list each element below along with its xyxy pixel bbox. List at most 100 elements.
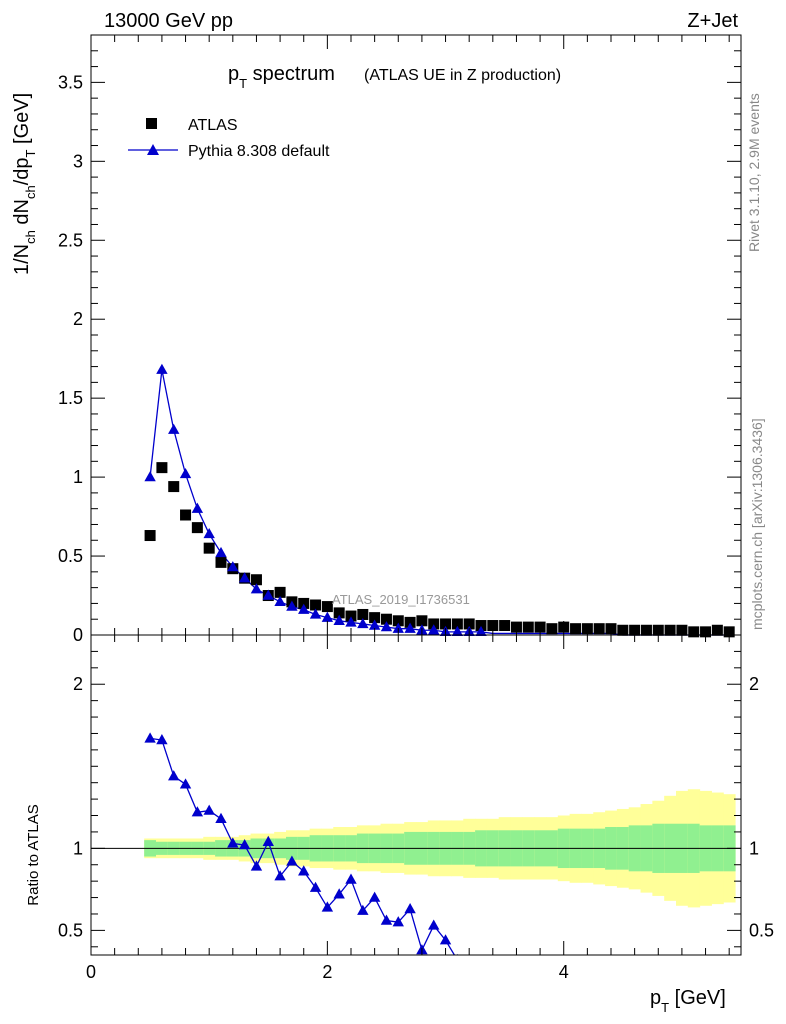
pythia-data-point: [368, 619, 381, 630]
top-y-tick-label: 0.5: [58, 546, 83, 566]
atlas-data-point: [416, 615, 428, 627]
ratio-y-tick-label-right: 2: [749, 674, 759, 694]
ratio-panel-frame: [90, 634, 742, 956]
ratio-pythia-point: [298, 865, 310, 876]
pythia-data-point: [262, 589, 274, 600]
chart-subtitle: (ATLAS UE in Z production): [364, 67, 561, 84]
ratio-series-group: [144, 732, 458, 955]
top-y-tick-label: 1: [73, 467, 83, 487]
atlas-data-point: [392, 615, 404, 627]
pythia-data-point: [404, 622, 416, 633]
ratio-pythia-point: [250, 860, 263, 871]
title-word: spectrum: [247, 63, 335, 85]
atlas-data-point: [664, 624, 676, 636]
ratio-pythia-point: [156, 734, 168, 745]
pythia-data-point: [321, 611, 334, 622]
atlas-data-point: [156, 462, 168, 474]
atlas-data-point: [321, 601, 333, 613]
atlas-data-point: [440, 618, 452, 630]
atlas-data-point: [534, 621, 546, 633]
atlas-data-point: [298, 597, 310, 609]
atlas-data-point: [522, 621, 534, 633]
ratio-pythia-point: [368, 891, 381, 902]
atlas-data-point: [357, 608, 369, 620]
top-y-tick-label: 2.5: [58, 230, 83, 250]
atlas-data-point: [570, 623, 582, 635]
ratio-pythia-point: [274, 870, 286, 881]
atlas-data-point: [144, 530, 156, 542]
atlas-data-point: [510, 621, 522, 633]
xlabel: pT [GeV]: [650, 987, 726, 1015]
atlas-data-point: [640, 624, 652, 636]
ratio-pythia-point: [215, 812, 227, 823]
ratio-clipped-group: [144, 732, 458, 955]
ratio-pythia-point: [168, 770, 180, 781]
ratio-pythia-point: [321, 901, 334, 912]
pythia-data-point: [238, 572, 251, 583]
atlas-data-point: [203, 542, 215, 554]
atlas-data-point: [345, 610, 357, 622]
x-tick-label: 0: [86, 962, 96, 982]
atlas-data-point: [546, 623, 558, 635]
pythia-data-point: [203, 527, 215, 539]
legend-atlas-label: ATLAS: [188, 117, 238, 134]
top-y-tick-label: 2: [73, 309, 83, 329]
pythia-data-point: [357, 617, 369, 629]
atlas-data-point: [487, 620, 499, 632]
ratio-pythia-point: [262, 835, 274, 846]
pythia-data-point: [250, 583, 263, 594]
ratio-pythia-point: [439, 934, 452, 945]
pythia-data-point: [274, 595, 286, 607]
ratio-ylabel: Ratio to ATLAS: [25, 804, 42, 905]
pythia-data-point: [227, 561, 239, 572]
ratio-y-tick-label-left: 0.5: [58, 920, 83, 940]
pythia-data-point: [168, 423, 180, 434]
atlas-data-point: [499, 620, 511, 632]
title-main: p: [228, 63, 239, 85]
atlas-data-point: [463, 618, 475, 630]
ratio-pythia-point: [179, 778, 192, 789]
ratio-pythia-point: [309, 881, 322, 892]
pythia-data-point: [451, 625, 464, 637]
top-y-tick-label: 1.5: [58, 388, 83, 408]
analysis-watermark: ATLAS_2019_I1736531: [332, 592, 470, 607]
atlas-data-point: [168, 481, 180, 493]
atlas-data-point: [215, 556, 227, 568]
pythia-data-point: [309, 608, 322, 619]
tick-labels: 0 2 4 0 0.5 1 1.5 2 2.5 3 3.5 0.5 0.5 1 1 2 2: [58, 72, 774, 982]
ratio-pythia-point: [238, 839, 251, 850]
pythia-data-point: [345, 616, 357, 627]
ratio-pythia-point: [428, 919, 440, 930]
mcplots-label: mcplots.cern.ch [arXiv:1306.3436]: [749, 418, 765, 630]
ratio-y-tick-label-left: 2: [73, 674, 83, 694]
pythia-data-point: [392, 622, 404, 633]
ratio-y-tick-label-right: 1: [749, 838, 759, 858]
legend-pythia-marker: [147, 144, 159, 155]
pythia-data-point: [215, 546, 227, 558]
x-tick-label: 4: [559, 962, 569, 982]
atlas-data-point: [369, 612, 381, 624]
pythia-data-point: [475, 625, 487, 637]
atlas-data-point: [250, 574, 262, 586]
pythia-data-point: [333, 614, 345, 625]
ratio-y-tick-label-right: 0.5: [749, 920, 774, 940]
ratio-pythia-point: [191, 806, 204, 817]
atlas-data-point: [428, 618, 440, 630]
top-markers-group: [144, 363, 735, 638]
top-ylabel: 1/Nch dNch/dpT [GeV]: [11, 93, 38, 275]
ratio-pythia-point: [227, 837, 239, 848]
ratio-pythia-point: [345, 873, 357, 884]
atlas-data-point: [711, 624, 723, 636]
legend-atlas-marker: [146, 118, 157, 129]
atlas-data-point: [191, 522, 203, 534]
pythia-data-point: [179, 467, 192, 479]
ratio-pythia-point: [144, 732, 156, 743]
process-label: Z+Jet: [687, 10, 738, 32]
pythia-data-point: [298, 603, 310, 614]
pythia-data-point: [156, 363, 168, 374]
ratio-pythia-point: [392, 916, 404, 927]
atlas-data-point: [475, 620, 487, 632]
atlas-data-point: [310, 599, 322, 611]
legend-pythia-label: Pythia 8.308 default: [188, 143, 330, 160]
